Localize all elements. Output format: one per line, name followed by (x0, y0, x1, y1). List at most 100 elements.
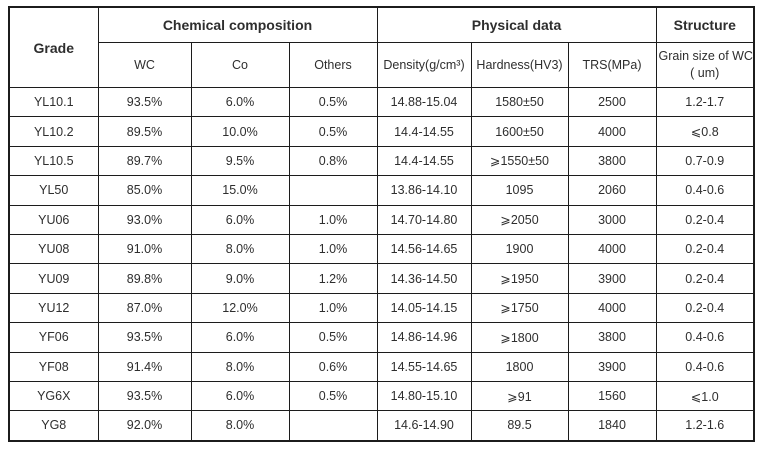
value-cell: 13.86-14.10 (376, 175, 472, 206)
table-row: YL10.1 93.5% 6.0% 0.5% 14.88-15.04 1580±50 250… (8, 86, 755, 118)
grade-cell: YF08 (8, 351, 99, 382)
value-cell: 87.0% (97, 292, 192, 324)
value-cell: 4000 (567, 233, 657, 265)
column-header-wc: WC (97, 42, 192, 88)
value-cell: 89.5 (470, 410, 569, 442)
value-cell: 1800 (470, 351, 569, 382)
table-row: YU09 89.8% 9.0% 1.2% 14.36-14.50 ⩾1950 3900 0.2… (8, 263, 755, 294)
column-header-hardness: Hardness(HV3) (470, 42, 569, 88)
value-cell: 1.0% (288, 233, 378, 265)
value-cell: 14.88-15.04 (376, 86, 472, 118)
value-cell: 1580±50 (470, 86, 569, 118)
column-header-co: Co (190, 42, 290, 88)
value-cell: 1.2-1.7 (655, 86, 755, 118)
grain-size-line2: ( um) (690, 66, 720, 80)
value-cell: 3800 (567, 322, 657, 353)
grade-cell: YL10.2 (8, 116, 99, 147)
value-cell: 14.55-14.65 (376, 351, 472, 382)
value-cell: 4000 (567, 292, 657, 324)
table-row: YG8 92.0% 8.0% 14.6-14.90 89.5 1840 1.2-1.6 (8, 410, 755, 442)
column-header-grain-size: Grain size of WC ( um) (655, 42, 755, 88)
value-cell: 1.2-1.6 (655, 410, 755, 442)
grade-cell: YU12 (8, 292, 99, 324)
value-cell: 85.0% (97, 175, 192, 206)
value-cell: ⩾1550±50 (470, 145, 569, 177)
grade-cell: YU09 (8, 263, 99, 294)
header-group-row: Grade Chemical composition Physical data… (8, 6, 755, 88)
value-cell: 14.36-14.50 (376, 263, 472, 294)
column-header-grade: Grade (8, 6, 99, 88)
value-cell: 2060 (567, 175, 657, 206)
grade-cell: YF06 (8, 322, 99, 353)
value-cell: 14.56-14.65 (376, 233, 472, 265)
value-cell: 89.5% (97, 116, 192, 147)
table-row: YU08 91.0% 8.0% 1.0% 14.56-14.65 1900 4000 0.2-… (8, 233, 755, 265)
grain-size-line1: Grain size of WC (658, 49, 753, 64)
value-cell: 3800 (567, 145, 657, 177)
value-cell: 91.0% (97, 233, 192, 265)
value-cell: 12.0% (190, 292, 290, 324)
table-row: YL10.2 89.5% 10.0% 0.5% 14.4-14.55 1600±50 400… (8, 116, 755, 147)
value-cell: 1900 (470, 233, 569, 265)
value-cell: 1095 (470, 175, 569, 206)
value-cell: 93.5% (97, 322, 192, 353)
value-cell: 0.5% (288, 322, 378, 353)
table-row: YU06 93.0% 6.0% 1.0% 14.70-14.80 ⩾2050 3000 0.2… (8, 204, 755, 235)
column-header-others: Others (288, 42, 378, 88)
value-cell: 0.2-0.4 (655, 292, 755, 324)
value-cell: 14.70-14.80 (376, 204, 472, 235)
value-cell: 15.0% (190, 175, 290, 206)
value-cell: ⩾1750 (470, 292, 569, 324)
value-cell: 0.2-0.4 (655, 263, 755, 294)
value-cell: 91.4% (97, 351, 192, 382)
value-cell: ⩽1.0 (655, 380, 755, 412)
value-cell: 8.0% (190, 410, 290, 442)
table-row: YG6X 93.5% 6.0% 0.5% 14.80-15.10 ⩾91 1560 ⩽1.0 (8, 380, 755, 412)
grade-cell: YL10.1 (8, 86, 99, 118)
value-cell: ⩾1950 (470, 263, 569, 294)
value-cell: ⩾91 (470, 380, 569, 412)
column-header-trs: TRS(MPa) (567, 42, 657, 88)
grades-spec-table: Grade Chemical composition Physical data… (8, 6, 755, 442)
value-cell: 14.05-14.15 (376, 292, 472, 324)
value-cell: 6.0% (190, 86, 290, 118)
value-cell: 9.0% (190, 263, 290, 294)
value-cell: 0.4-0.6 (655, 175, 755, 206)
value-cell: 0.7-0.9 (655, 145, 755, 177)
column-group-physical-data: Physical data (376, 6, 657, 43)
header-sub-row: WC Co Others Density(g/cm³) Hardness(HV3… (9, 42, 755, 88)
value-cell: 1840 (567, 410, 657, 442)
value-cell: 93.0% (97, 204, 192, 235)
grade-cell: YL50 (8, 175, 99, 206)
value-cell: 89.8% (97, 263, 192, 294)
grade-cell: YU08 (8, 233, 99, 265)
value-cell: 0.5% (288, 380, 378, 412)
value-cell: 0.5% (288, 116, 378, 147)
value-cell: 0.4-0.6 (655, 322, 755, 353)
value-cell: 1560 (567, 380, 657, 412)
value-cell: 0.2-0.4 (655, 233, 755, 265)
table-row: YF06 93.5% 6.0% 0.5% 14.86-14.96 ⩾1800 3800 0.4… (8, 322, 755, 353)
table-row: YL10.5 89.7% 9.5% 0.8% 14.4-14.55 ⩾1550±50 380… (8, 145, 755, 177)
value-cell: 8.0% (190, 233, 290, 265)
value-cell: 0.4-0.6 (655, 351, 755, 382)
value-cell: 2500 (567, 86, 657, 118)
value-cell: 1.0% (288, 204, 378, 235)
value-cell (288, 410, 378, 442)
column-group-structure: Structure (655, 6, 755, 43)
value-cell: 0.6% (288, 351, 378, 382)
value-cell: 9.5% (190, 145, 290, 177)
value-cell: 92.0% (97, 410, 192, 442)
value-cell: 3000 (567, 204, 657, 235)
value-cell: 1.2% (288, 263, 378, 294)
grade-cell: YL10.5 (8, 145, 99, 177)
value-cell (288, 175, 378, 206)
grade-cell: YU06 (8, 204, 99, 235)
grade-cell: YG6X (8, 380, 99, 412)
value-cell: 6.0% (190, 322, 290, 353)
table-header: Grade Chemical composition Physical data… (8, 6, 755, 88)
value-cell: 93.5% (97, 86, 192, 118)
value-cell: 4000 (567, 116, 657, 147)
value-cell: 3900 (567, 263, 657, 294)
